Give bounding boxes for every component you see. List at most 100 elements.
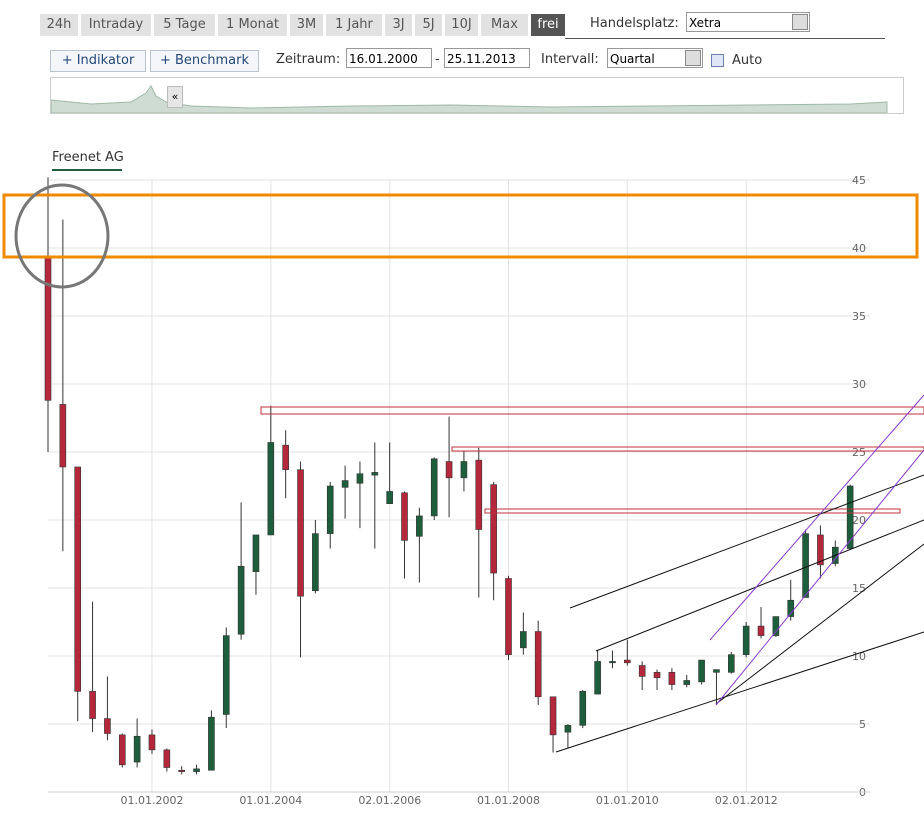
candle-body [89,691,96,719]
collapse-handle[interactable]: « [167,86,183,108]
candle-body [475,459,483,530]
highlight-box [2,193,919,259]
resistance-box [260,406,924,415]
x-tick-label: 01.01.2002 [120,794,183,807]
range-to[interactable]: 25.11.2013 [444,48,530,68]
y-tick-label: 40 [852,242,866,255]
candle-body [341,480,349,488]
candle-body [416,515,423,537]
candle-body [698,659,705,683]
y-tick-label: 30 [852,378,866,391]
candle-body [668,672,676,685]
candle-body [237,565,245,635]
candles [44,177,854,775]
annotations [2,183,924,753]
candle-body [564,725,572,733]
candle-body [579,691,587,726]
x-tick-label: 01.01.2010 [596,794,659,807]
trend-line [569,474,924,609]
range-tab[interactable]: 3J [385,14,412,36]
trend-line [715,543,924,705]
x-tick-label: 02.01.2012 [715,794,778,807]
interval-value: Quartal [610,52,655,66]
y-tick-label: 35 [852,310,866,323]
candle-body [757,625,765,636]
candle-body [787,599,795,617]
candle-body [118,734,126,766]
candle-body [445,461,453,479]
range-tab[interactable]: 10J [445,14,478,36]
candle-body [653,672,661,679]
candle-body [683,680,691,685]
candle-body [178,769,185,772]
range-tab[interactable]: Max [481,14,528,36]
chart-title: Freenet AG [52,150,124,165]
y-tick-label: 15 [852,582,866,595]
candle-body [846,485,854,549]
candle-body [74,466,82,692]
candle-body [371,472,379,476]
candle-body [742,625,750,655]
navigator-sparkline [51,85,888,113]
candle-body [638,665,646,677]
range-tab[interactable]: Intraday [81,14,151,36]
dropdown-arrow [685,50,701,66]
candle-body [624,659,631,664]
range-tab[interactable]: 5 Tage [154,14,215,36]
candle-body [772,616,780,636]
title-underline [52,169,122,171]
resistance-box [451,446,924,452]
market-select[interactable]: Xetra [686,12,810,32]
candle-body [594,661,601,695]
candle-body [193,768,200,772]
x-tick-label: 01.01.2008 [477,794,540,807]
candle-body [133,735,141,763]
range-tab[interactable]: 1 Jahr [326,14,382,36]
range-tab[interactable]: 1 Monat [218,14,287,36]
candle-body [386,491,393,504]
candle-body [148,734,156,751]
range-label: Zeitraum: [276,52,341,67]
resistance-box [484,508,901,514]
y-tick-label: 20 [852,514,866,527]
candle-body [430,458,438,517]
range-tab[interactable]: 3M [290,14,323,36]
range-separator: - [435,52,440,67]
range-from[interactable]: 16.01.2000 [346,48,432,68]
y-tick-label: 10 [852,650,866,663]
candle-body [728,654,735,673]
market-value: Xetra [689,16,722,30]
range-tab[interactable]: 24h [40,14,78,36]
market-label: Handelsplatz: [590,16,679,31]
range-tab[interactable]: frei [531,14,565,36]
benchmark-button[interactable]: + Benchmark [150,50,259,72]
candle-body [549,696,557,736]
highlight-circle [14,183,110,289]
y-tick-label: 5 [859,718,866,731]
candle-body [460,461,468,479]
indicator-button[interactable]: + Indikator [50,50,146,72]
candle-body [282,444,289,470]
trend-line [715,449,924,706]
candle-body [505,578,512,655]
interval-select[interactable]: Quartal [607,48,703,68]
candle-body [713,669,720,673]
candle-body [104,718,111,734]
candle-body [609,661,616,664]
navigator: « [50,77,904,114]
range-tab[interactable]: 5J [415,14,442,36]
trend-line [595,519,924,652]
y-tick-label: 45 [852,174,866,187]
candle-body [208,716,215,771]
candle-body [252,534,260,572]
candle-body [401,492,408,541]
candle-body [312,533,319,592]
x-tick-label: 02.01.2006 [358,794,421,807]
candle-body [490,484,497,574]
candle-body [520,631,527,649]
auto-checkbox[interactable] [711,54,724,67]
y-tick-label: 25 [852,446,866,459]
trend-line [555,631,924,753]
